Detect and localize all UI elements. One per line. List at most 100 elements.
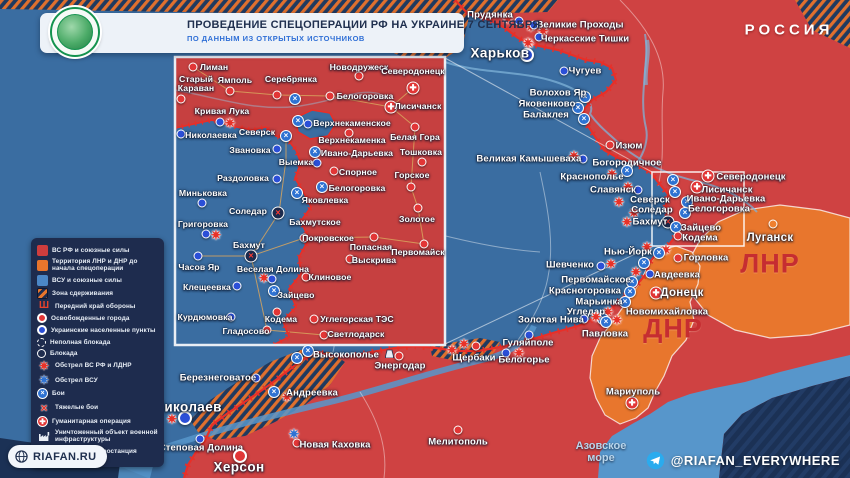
marker-red-city xyxy=(272,90,282,100)
marker-red-star: ✷ xyxy=(613,194,625,210)
marker-red-city xyxy=(325,91,335,101)
marker-humanitarian: ✚ xyxy=(701,169,715,183)
city-label: Черкасские Тишки xyxy=(540,33,630,45)
marker-blue-city xyxy=(514,16,524,26)
city-label: Северодонецк xyxy=(381,66,445,76)
swatch-blue-icon xyxy=(37,274,48,286)
marker-red-star: ✷ xyxy=(166,411,178,427)
city-label: Лисичанск xyxy=(394,101,442,111)
marker-fight: × xyxy=(619,296,631,308)
site-label: RIAFAN.RU xyxy=(33,450,97,463)
inset-indicator-rect xyxy=(651,171,745,247)
marker-fight: × xyxy=(578,113,590,125)
marker-fight: × xyxy=(679,207,691,219)
marker-blue-city xyxy=(272,174,282,184)
marker-blue-city xyxy=(501,348,511,358)
region-lnr xyxy=(684,204,850,339)
factory-icon xyxy=(37,431,51,442)
marker-fight: × xyxy=(600,316,612,328)
globe-icon xyxy=(15,450,28,463)
marker-red-star: ✷ xyxy=(606,166,618,182)
fight-icon: × xyxy=(37,388,48,400)
city-label: Часов Яр xyxy=(178,262,220,272)
city-label: Раздоловка xyxy=(217,173,269,183)
legend-item: ✚ Гуманитарная операция xyxy=(37,415,158,427)
marker-red-star: ✷ xyxy=(281,389,293,405)
region-rf-red xyxy=(184,0,850,478)
marker-red-star: ✷ xyxy=(502,11,514,27)
city-label: Верхнекаменка xyxy=(318,135,386,145)
city-label: Бахмут xyxy=(632,216,668,228)
city-label: Спорное xyxy=(338,167,378,177)
marker-blue-city xyxy=(226,312,236,322)
legend-label: ВС РФ и союзные силы xyxy=(52,246,130,254)
marker-blue-city xyxy=(176,129,186,139)
blue-star-icon: ✷ xyxy=(38,373,50,388)
marker-red-city xyxy=(673,231,683,241)
marker-humanitarian: ✚ xyxy=(625,396,639,410)
inset-ua-pocket xyxy=(295,110,336,139)
sea-azov xyxy=(598,355,850,478)
city-label: Марьинка xyxy=(575,296,623,308)
marker-red-star: ✷ xyxy=(513,345,525,361)
zone-hatch-ne-corner xyxy=(795,0,850,48)
marker-red-star: ✷ xyxy=(628,205,640,221)
marker-red-city xyxy=(272,307,282,317)
marker-blue-city xyxy=(193,251,203,261)
marker-blue-city xyxy=(645,269,655,279)
legend-label: Украинские населенные пункты xyxy=(51,326,156,334)
city-label: Григоровка xyxy=(177,219,229,229)
marker-fight: × xyxy=(624,286,636,298)
river-donets xyxy=(444,61,758,213)
sea-dark-corner xyxy=(719,376,850,478)
marker-blue-city xyxy=(215,117,225,127)
city-label: Краснополье xyxy=(560,171,624,183)
city-label: Нью-Йорк xyxy=(604,246,652,258)
region-label-republic: ДНР xyxy=(643,313,703,344)
marker-fight: × xyxy=(681,196,693,208)
telegram-handle: @RIAFAN_EVERYWHERE xyxy=(670,453,840,468)
legend-label: Гуманитарная операция xyxy=(52,417,131,425)
marker-blue-city xyxy=(529,20,539,30)
marker-blue-city xyxy=(303,119,313,129)
marker-red-star: ✷ xyxy=(611,312,623,328)
inset-pocket-front xyxy=(294,109,337,140)
region-label-republic: ЛНР xyxy=(740,248,800,279)
city-label: Щербаки xyxy=(452,352,496,364)
city-label: Верхнекаменское xyxy=(313,118,391,128)
city-label: Николаев xyxy=(154,399,222,415)
city-label: Белогоровка xyxy=(687,203,751,215)
marker-blue-city xyxy=(272,144,282,154)
marker-blue-city xyxy=(197,198,207,208)
legend-item: Территория ЛНР и ДНР до начала спецопера… xyxy=(37,258,158,272)
legend-label: Блокада xyxy=(50,349,78,357)
city-label: Богородичное xyxy=(592,157,662,169)
city-label: Андреевка xyxy=(286,387,338,399)
marker-red-star: ✷ xyxy=(605,256,617,272)
marker-heavy-fight: × xyxy=(244,249,258,263)
inset-front-line xyxy=(174,119,313,346)
city-label: Гладосово xyxy=(222,326,270,336)
marker-red-city xyxy=(292,438,302,448)
marker-red-star: ✷ xyxy=(446,342,458,358)
marker-red-city xyxy=(673,253,683,263)
city-label: Северодонецк xyxy=(716,171,786,183)
telegram-icon xyxy=(646,451,664,470)
city-label: Веселая Долина xyxy=(236,264,310,274)
legend-item: × Тяжелые бои xyxy=(37,402,158,414)
city-label: Славянск xyxy=(589,184,637,196)
city-label: Лиман xyxy=(199,62,229,72)
city-label: Северск xyxy=(238,127,276,137)
humanitarian-icon: ✚ xyxy=(37,415,48,427)
marker-red-city xyxy=(329,166,339,176)
city-label: Ямполь xyxy=(217,75,253,85)
legend-label: Бои xyxy=(52,390,65,398)
marker-fight: × xyxy=(292,115,304,127)
city-label: Горловка xyxy=(683,252,729,264)
marker-fight: × xyxy=(621,165,633,177)
marker-big-blue xyxy=(178,411,192,425)
city-label: Прудянка xyxy=(467,9,513,21)
city-label: Степовая Долина xyxy=(158,442,244,454)
marker-blue-star: ✷ xyxy=(288,426,300,442)
marker-red-star: ✷ xyxy=(621,214,633,230)
